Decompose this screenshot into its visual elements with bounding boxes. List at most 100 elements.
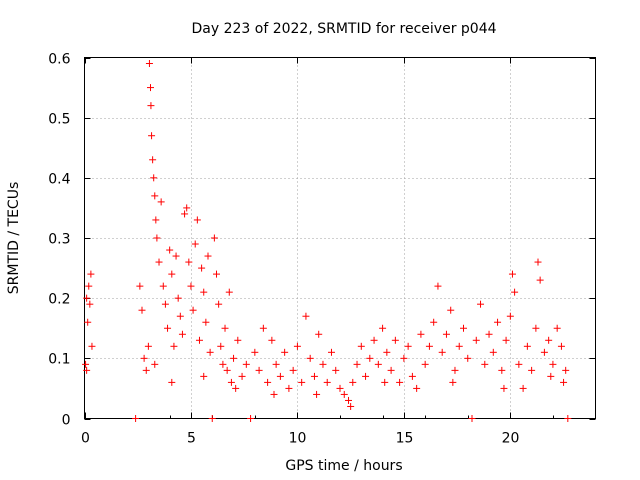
data-point	[82, 360, 90, 368]
data-point	[383, 348, 391, 356]
data-point	[152, 216, 160, 224]
data-point	[353, 360, 361, 368]
data-point	[421, 360, 429, 368]
y-tick-label: 0.3	[48, 232, 70, 248]
data-point	[150, 174, 158, 182]
x-tick-label: 15	[396, 431, 414, 447]
data-point	[88, 342, 96, 350]
data-point	[264, 378, 272, 386]
data-point	[202, 318, 210, 326]
data-point	[545, 336, 553, 344]
data-point	[336, 384, 344, 392]
data-point	[532, 324, 540, 332]
y-tick-label: 0.2	[48, 292, 70, 308]
data-point	[200, 288, 208, 296]
data-point	[140, 354, 148, 362]
grid	[84, 57, 596, 419]
data-point	[138, 306, 146, 314]
data-point	[181, 210, 189, 218]
data-point	[430, 318, 438, 326]
data-point	[159, 282, 167, 290]
data-point	[189, 306, 197, 314]
data-point	[449, 378, 457, 386]
data-point	[366, 354, 374, 362]
data-point	[511, 288, 519, 296]
data-point	[83, 294, 91, 302]
data-point	[208, 415, 216, 422]
data-point	[85, 282, 93, 290]
data-point	[168, 378, 176, 386]
data-point	[500, 384, 508, 392]
data-point	[489, 348, 497, 356]
data-point	[442, 330, 450, 338]
data-point	[136, 282, 144, 290]
data-point	[327, 348, 335, 356]
data-point	[213, 270, 221, 278]
data-point	[302, 312, 310, 320]
data-point	[523, 342, 531, 350]
data-point	[151, 360, 159, 368]
data-point	[547, 372, 555, 380]
data-points	[82, 60, 572, 422]
data-point	[564, 415, 572, 422]
data-point	[144, 342, 152, 350]
data-point	[217, 342, 225, 350]
data-point	[166, 246, 174, 254]
data-point	[232, 384, 240, 392]
data-point	[247, 415, 255, 422]
y-tick-label: 0.4	[48, 172, 70, 188]
data-point	[219, 360, 227, 368]
data-point	[332, 366, 340, 374]
data-point	[408, 372, 416, 380]
data-point	[172, 252, 180, 260]
data-point	[315, 330, 323, 338]
data-point	[347, 402, 355, 410]
data-point	[434, 282, 442, 290]
x-tick-label: 5	[187, 431, 196, 447]
data-point	[413, 384, 421, 392]
data-point	[379, 324, 387, 332]
data-point	[281, 348, 289, 356]
data-point	[259, 324, 267, 332]
data-point	[151, 192, 159, 200]
data-point	[313, 390, 321, 398]
data-point	[447, 306, 455, 314]
data-point	[438, 348, 446, 356]
data-point	[176, 312, 184, 320]
data-point	[345, 396, 353, 404]
y-tick-label: 0.1	[48, 352, 70, 368]
data-point	[381, 378, 389, 386]
data-point	[204, 252, 212, 260]
data-point	[223, 366, 231, 374]
data-point	[391, 336, 399, 344]
x-tick-label: 10	[289, 431, 307, 447]
data-point	[83, 366, 91, 374]
data-point	[195, 336, 203, 344]
data-point	[268, 336, 276, 344]
data-point	[536, 276, 544, 284]
y-tick-label: 0	[62, 413, 71, 429]
data-point	[468, 415, 476, 422]
data-point	[147, 102, 155, 110]
data-point	[506, 312, 514, 320]
data-point	[157, 198, 165, 206]
data-point	[451, 366, 459, 374]
data-point	[238, 372, 246, 380]
data-point	[147, 84, 155, 92]
data-point	[183, 204, 191, 212]
data-point	[508, 270, 516, 278]
data-point	[155, 258, 163, 266]
data-point	[370, 336, 378, 344]
data-point	[153, 234, 161, 242]
data-point	[178, 330, 186, 338]
data-point	[161, 300, 169, 308]
data-point	[528, 366, 536, 374]
data-point	[174, 294, 182, 302]
data-point	[86, 300, 94, 308]
data-point	[560, 378, 568, 386]
data-point	[540, 348, 548, 356]
data-point	[357, 342, 365, 350]
data-point	[255, 366, 263, 374]
data-point	[215, 300, 223, 308]
